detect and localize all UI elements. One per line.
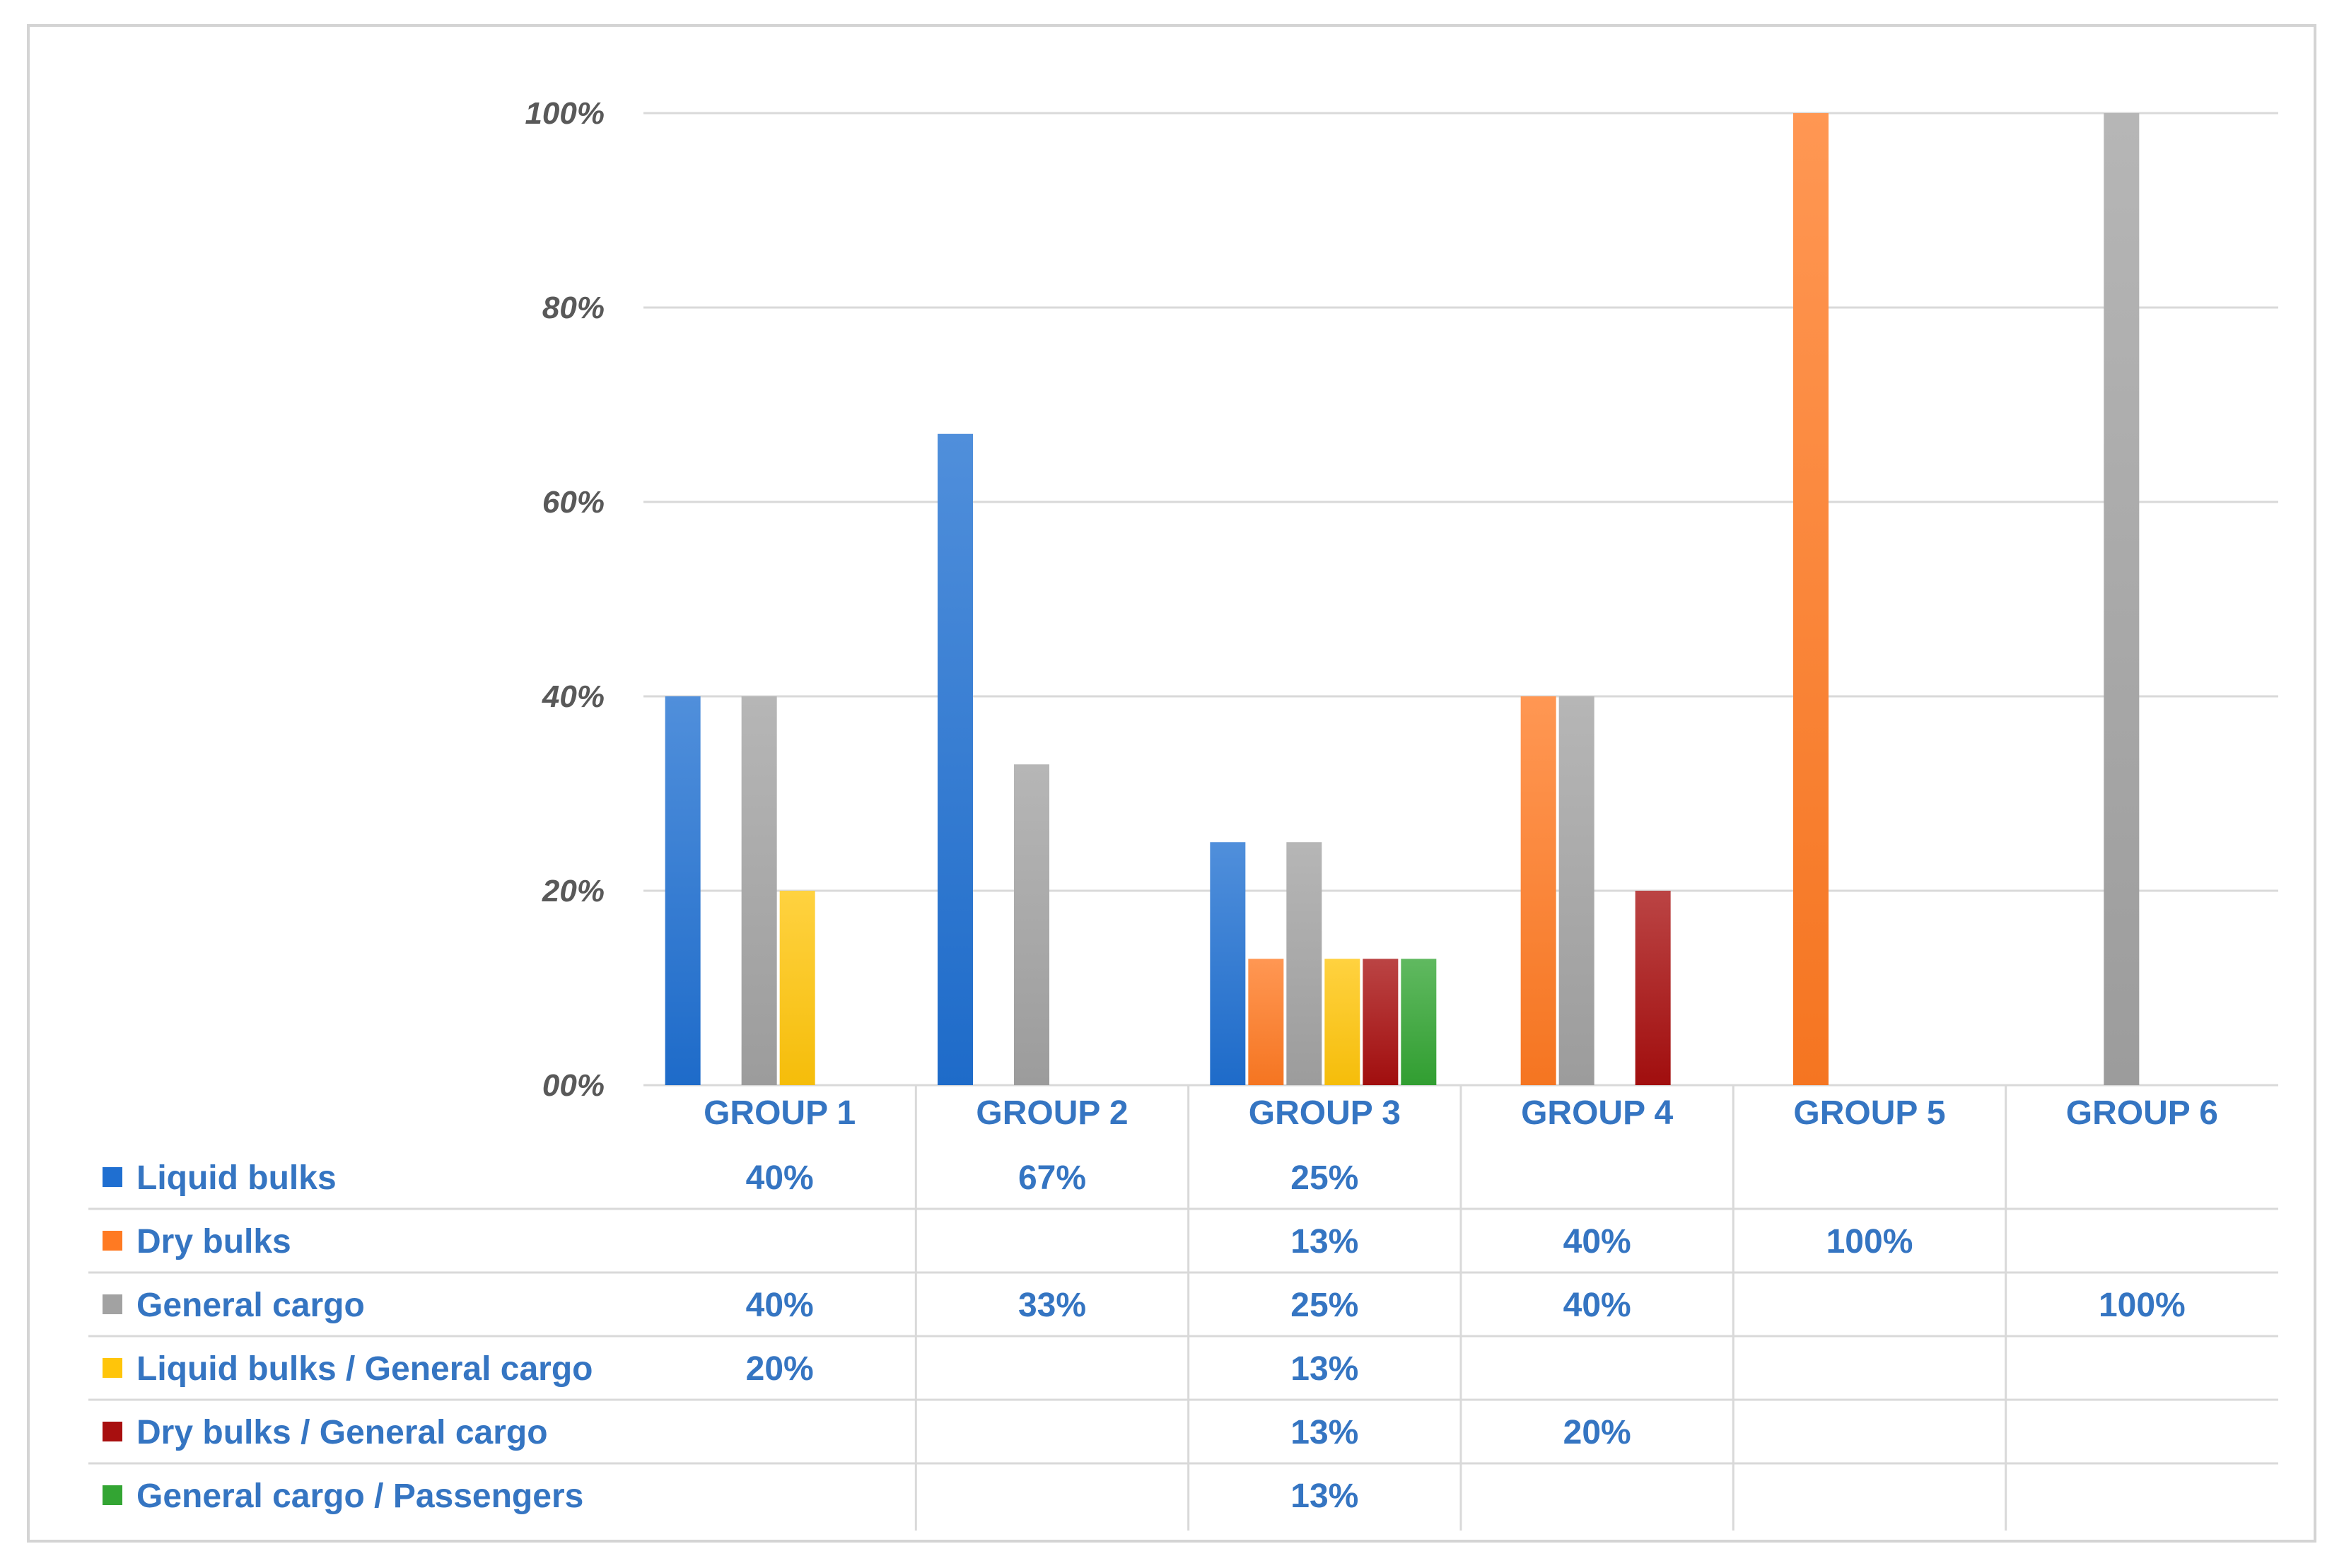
- y-tick-label: 60%: [542, 485, 605, 520]
- legend-label: General cargo / Passengers: [136, 1478, 583, 1515]
- bar-dry-bulks-general-cargo-group-3: [1363, 959, 1399, 1085]
- data-table-cell: 25%: [1290, 1287, 1358, 1324]
- legend-swatch: [103, 1167, 122, 1187]
- data-table-cell: 100%: [2099, 1287, 2186, 1324]
- category-label: GROUP 2: [976, 1094, 1128, 1132]
- bar-liquid-bulks-group-1: [665, 696, 701, 1085]
- y-tick-label: 40%: [542, 679, 605, 714]
- legend-label: Dry bulks / General cargo: [136, 1414, 548, 1451]
- data-table-cell: 40%: [746, 1287, 814, 1324]
- chart-frame: [27, 24, 2316, 1543]
- legend-label: Liquid bulks / General cargo: [136, 1350, 593, 1388]
- category-label: GROUP 5: [1793, 1094, 1945, 1132]
- data-table-cell: 40%: [746, 1159, 814, 1197]
- data-table-cell: 33%: [1018, 1287, 1086, 1324]
- data-table-cell: 13%: [1290, 1414, 1358, 1451]
- bar-dry-bulks-group-4: [1520, 696, 1556, 1085]
- bar-general-cargo-group-3: [1286, 842, 1322, 1085]
- legend-swatch: [103, 1358, 122, 1378]
- category-label: GROUP 4: [1521, 1094, 1673, 1132]
- data-table-cell: 25%: [1290, 1159, 1358, 1197]
- y-axis-ticks: 00% 20% 40% 60% 80% 100%: [525, 96, 605, 1103]
- bar-dry-bulks-general-cargo-group-4: [1635, 891, 1671, 1085]
- legend-swatch: [103, 1294, 122, 1314]
- y-tick-label: 00%: [542, 1068, 605, 1103]
- gridlines: [643, 112, 2278, 1087]
- data-table: GROUP 1 GROUP 2 GROUP 3 GROUP 4 GROUP 5 GROUP…: [88, 1085, 2278, 1531]
- data-table-cell: 40%: [1563, 1223, 1631, 1260]
- bar-liquid-bulks-group-3: [1210, 842, 1246, 1085]
- legend-label: General cargo: [136, 1287, 365, 1324]
- category-label: GROUP 6: [2066, 1094, 2218, 1132]
- bar-general-cargo-group-4: [1558, 696, 1594, 1085]
- data-table-cell: 67%: [1018, 1159, 1086, 1197]
- bar-general-cargo-group-6: [2104, 113, 2140, 1085]
- legend-swatch: [103, 1485, 122, 1505]
- data-table-cell: 100%: [1826, 1223, 1913, 1260]
- bar-dry-bulks-group-3: [1248, 959, 1284, 1085]
- bar-general-cargo-group-1: [741, 696, 777, 1085]
- y-tick-label: 80%: [542, 291, 605, 325]
- legend-swatch: [103, 1422, 122, 1441]
- data-table-cell: 20%: [1563, 1414, 1631, 1451]
- bar-liquid-bulks-general-cargo-group-3: [1324, 959, 1360, 1085]
- legend-swatch: [103, 1231, 122, 1251]
- bar-general-cargo-group-2: [1014, 764, 1049, 1085]
- y-tick-label: 20%: [542, 874, 605, 908]
- data-table-cell: 20%: [746, 1350, 814, 1388]
- bar-general-cargo-passengers-group-3: [1401, 959, 1437, 1085]
- legend-label: Dry bulks: [136, 1223, 291, 1260]
- data-table-cell: 40%: [1563, 1287, 1631, 1324]
- bar-liquid-bulks-general-cargo-group-1: [779, 891, 815, 1085]
- data-table-cell: 13%: [1290, 1223, 1358, 1260]
- legend-label: Liquid bulks: [136, 1159, 337, 1197]
- data-table-cell: 13%: [1290, 1350, 1358, 1388]
- category-label: GROUP 3: [1249, 1094, 1401, 1132]
- category-label: GROUP 1: [704, 1094, 856, 1132]
- bar-dry-bulks-group-5: [1793, 113, 1829, 1085]
- y-tick-label: 100%: [525, 96, 605, 131]
- bars: [665, 113, 2140, 1085]
- data-table-cell: 13%: [1290, 1478, 1358, 1515]
- bar-liquid-bulks-group-2: [938, 433, 973, 1085]
